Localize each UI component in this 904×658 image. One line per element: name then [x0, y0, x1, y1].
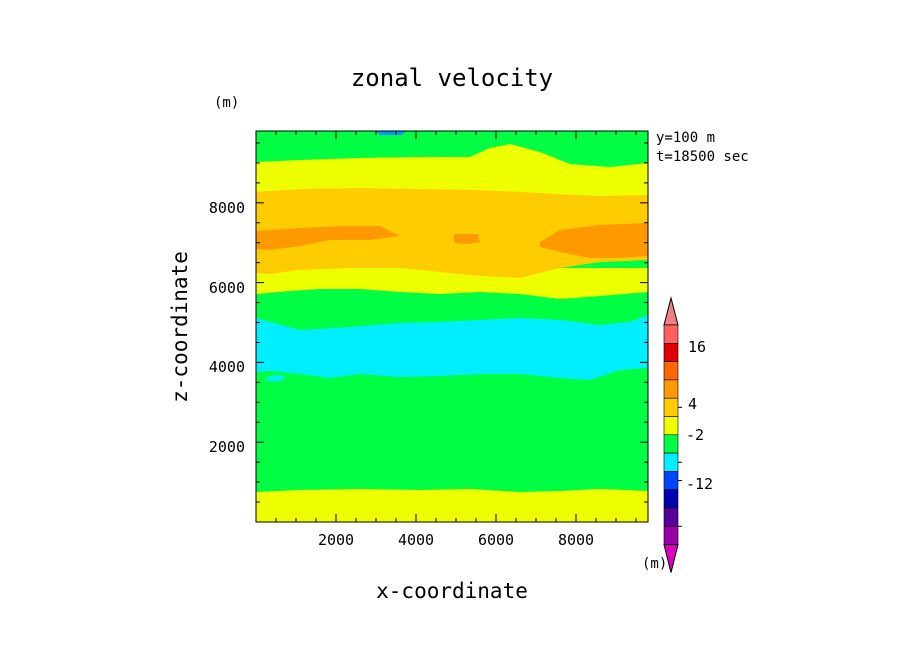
- x-tick-4000: 4000: [398, 531, 434, 549]
- annotation-y: y=100 m: [656, 130, 715, 146]
- contour-yellow-upper: [256, 144, 648, 200]
- contour-lightorange-wide: [256, 188, 648, 278]
- colorbar-top-arrow: [663, 296, 679, 326]
- contour-orange-left: [256, 226, 400, 250]
- annotation-t: t=18500 sec: [656, 149, 749, 165]
- y-tick-6000: 6000: [209, 279, 245, 297]
- x-axis-label: x-coordinate: [376, 579, 528, 603]
- colorbar-swatch: [663, 471, 679, 490]
- colorbar-swatch: [663, 489, 679, 509]
- contour-yellow-bottom: [256, 489, 648, 522]
- colorbar-label-neg2: -2: [686, 426, 704, 444]
- colorbar-label-neg12: -12: [686, 475, 713, 493]
- x-tick-6000: 6000: [478, 531, 514, 549]
- colorbar-swatch: [663, 342, 679, 362]
- colorbar-swatch: [663, 452, 679, 472]
- x-tick-2000: 2000: [318, 531, 354, 549]
- contour-yellow-lower: [256, 268, 648, 299]
- colorbar: [663, 296, 682, 573]
- plot-frame: [255, 130, 649, 523]
- contour-cyan-middle: [256, 315, 648, 380]
- colorbar-swatch: [663, 507, 679, 527]
- colorbar-swatch: [663, 434, 679, 454]
- colorbar-swatch: [663, 379, 679, 399]
- colorbar-swatch: [663, 361, 679, 381]
- x-tick-8000: 8000: [558, 531, 594, 549]
- y-tick-4000: 4000: [209, 358, 245, 376]
- contour-blue-top: [376, 131, 406, 135]
- plot-area: [256, 131, 648, 522]
- colorbar-swatch: [663, 525, 679, 545]
- y-tick-8000: 8000: [209, 199, 245, 217]
- y-unit-label: (m): [214, 95, 239, 111]
- colorbar-swatch: [663, 416, 679, 436]
- contour-cyan-small: [266, 375, 286, 382]
- contour-orange-right: [540, 223, 648, 258]
- colorbar-label-16: 16: [688, 338, 706, 356]
- colorbar-bottom-arrow: [663, 544, 679, 573]
- y-tick-2000: 2000: [209, 438, 245, 456]
- axis-ticks: [256, 131, 648, 522]
- colorbar-label-4: 4: [688, 395, 697, 413]
- y-axis-label: z-coordinate: [168, 251, 192, 403]
- colorbar-unit-label: (m): [642, 556, 667, 572]
- colorbar-swatch: [663, 397, 679, 417]
- contour-orange-center: [454, 234, 480, 244]
- chart-title: zonal velocity: [351, 64, 553, 92]
- colorbar-swatch: [663, 324, 679, 344]
